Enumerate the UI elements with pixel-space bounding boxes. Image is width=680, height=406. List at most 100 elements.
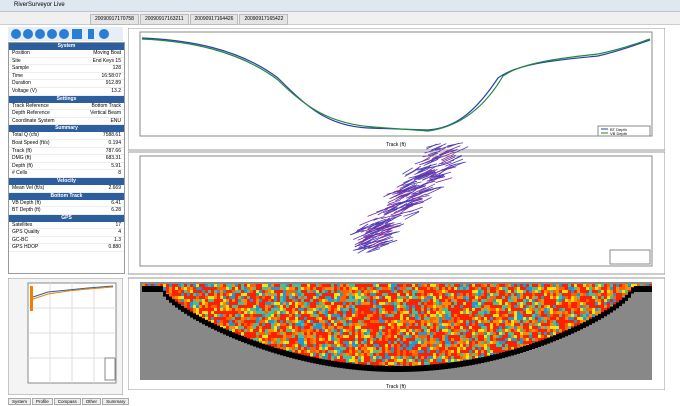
cell: [337, 329, 340, 332]
cell: [361, 296, 364, 299]
cell: [349, 287, 352, 290]
cell: [307, 335, 310, 338]
cell: [406, 287, 409, 290]
cell: [274, 332, 277, 335]
cell: [295, 308, 298, 311]
cell: [385, 356, 388, 359]
file-tab[interactable]: 20090917163211: [140, 14, 189, 25]
cell: [211, 302, 214, 305]
cell: [361, 338, 364, 341]
cell: [577, 299, 580, 302]
file-tab[interactable]: 20090917170758: [90, 14, 139, 25]
cell: [337, 326, 340, 329]
info-row: Mean Vel (ft/s)2.669: [9, 185, 124, 193]
cell: [568, 311, 571, 314]
info-row: Depth (ft)5.91: [9, 163, 124, 171]
cell: [367, 314, 370, 317]
cell: [574, 311, 577, 314]
cell: [286, 329, 289, 332]
cell: [532, 326, 535, 329]
cell: [304, 311, 307, 314]
cell: [481, 290, 484, 293]
cell: [409, 347, 412, 350]
cell: [499, 350, 502, 353]
cell: [439, 290, 442, 293]
cell: [463, 350, 466, 353]
cell: [439, 323, 442, 326]
cell: [376, 311, 379, 314]
cell: [373, 293, 376, 296]
cell: [397, 362, 400, 365]
cell: [421, 335, 424, 338]
bottom-tab[interactable]: Compass: [54, 398, 81, 405]
cell: [532, 320, 535, 323]
bed: [577, 325, 580, 331]
cell: [478, 299, 481, 302]
cell: [322, 317, 325, 320]
bottom-tab[interactable]: Profile: [32, 398, 53, 405]
cell: [397, 356, 400, 359]
bottom-tab[interactable]: Other: [82, 398, 101, 405]
cell: [601, 308, 604, 311]
cell: [475, 323, 478, 326]
cell: [391, 326, 394, 329]
cell: [310, 305, 313, 308]
legend-label: VB Depth: [610, 131, 627, 136]
cell: [166, 290, 169, 293]
bed: [430, 365, 433, 371]
cell: [313, 353, 316, 356]
cell: [403, 329, 406, 332]
cell: [205, 293, 208, 296]
cell: [529, 305, 532, 308]
cell: [511, 323, 514, 326]
cell: [370, 290, 373, 293]
bottom-tab[interactable]: System: [8, 398, 31, 405]
cell: [328, 293, 331, 296]
cell: [400, 305, 403, 308]
cell: [178, 299, 181, 302]
cell: [427, 323, 430, 326]
cell: [556, 326, 559, 329]
bed: [463, 360, 466, 366]
cell: [223, 305, 226, 308]
cell: [460, 305, 463, 308]
cell: [370, 350, 373, 353]
cell: [532, 329, 535, 332]
cell: [478, 326, 481, 329]
cell: [391, 293, 394, 296]
cell: [517, 311, 520, 314]
cell: [301, 290, 304, 293]
cell: [400, 311, 403, 314]
cell: [547, 314, 550, 317]
cell: [289, 317, 292, 320]
cell: [271, 326, 274, 329]
bottom-tab[interactable]: Summary: [102, 398, 129, 405]
file-tab[interactable]: 20090917164426: [190, 14, 239, 25]
cell: [229, 311, 232, 314]
cell: [313, 326, 316, 329]
cell: [307, 326, 310, 329]
cell: [418, 320, 421, 323]
cell: [337, 338, 340, 341]
cell: [358, 326, 361, 329]
cell: [436, 302, 439, 305]
bed: [526, 345, 529, 351]
cell: [472, 356, 475, 359]
cell: [520, 338, 523, 341]
cell: [562, 311, 565, 314]
cell: [235, 287, 238, 290]
cell: [403, 347, 406, 350]
cell: [334, 323, 337, 326]
bed: [517, 348, 520, 354]
cell: [385, 344, 388, 347]
cell: [241, 308, 244, 311]
file-tab[interactable]: 20090917165422: [239, 14, 288, 25]
cell: [472, 332, 475, 335]
cell: [379, 335, 382, 338]
cell: [403, 332, 406, 335]
cell: [475, 296, 478, 299]
bed: [628, 292, 631, 298]
cell: [340, 350, 343, 353]
cell: [559, 290, 562, 293]
cell: [415, 356, 418, 359]
